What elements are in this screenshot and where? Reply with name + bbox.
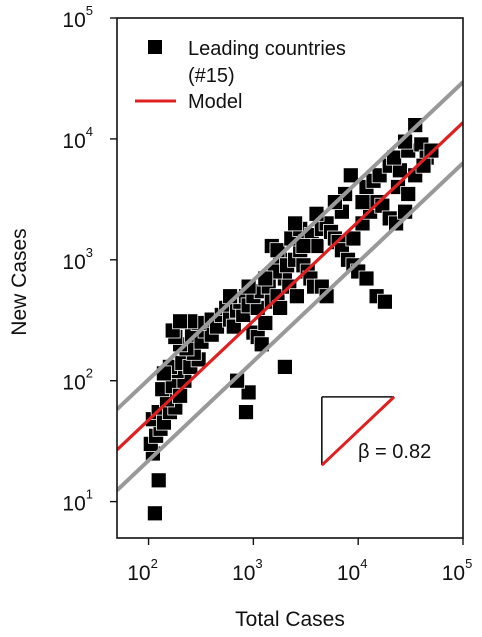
slope-annotation [320, 395, 396, 467]
y-axis-title: New Cases [8, 228, 31, 335]
scatter-point [376, 293, 393, 310]
scatter-point [400, 186, 417, 202]
scatter-point [342, 167, 359, 184]
x-tick-label: 105 [442, 556, 473, 585]
scatter-point [358, 270, 375, 287]
scatter-point [172, 313, 189, 330]
scatter-point [345, 230, 362, 247]
scatter-point [276, 358, 293, 375]
scatter-point [257, 315, 274, 331]
slope-triangle-hypotenuse [320, 395, 396, 467]
y-tick-label: 102 [62, 366, 93, 395]
lower-band-line [117, 161, 463, 492]
legend-label-countries: Leading countries [188, 38, 346, 60]
scatter-point [238, 404, 254, 421]
chart-plot-layer [117, 80, 463, 522]
scatter-point [229, 372, 246, 389]
y-tick-label: 101 [62, 487, 93, 516]
y-axis: 101 102 103 104 105 [62, 3, 117, 516]
scatter-point [272, 299, 289, 316]
x-tick-label: 103 [232, 556, 263, 585]
scatter-point [288, 288, 305, 305]
x-axis: 102 103 104 105 [127, 538, 472, 585]
scatter-point [146, 505, 163, 522]
y-tick-label: 104 [62, 124, 93, 153]
scatter-point [318, 288, 335, 305]
plot-area-frame [116, 17, 464, 539]
legend-label-countries-count: (#15) [188, 65, 235, 87]
y-tick-label: 105 [62, 3, 93, 32]
upper-band-line [117, 80, 463, 411]
x-tick-label: 104 [337, 556, 368, 585]
model-line [117, 121, 463, 452]
legend-label-model: Model [188, 91, 242, 113]
scatter-point [150, 472, 167, 489]
slope-annotation-label: β = 0.82 [358, 441, 431, 463]
x-tick-label: 102 [127, 556, 158, 585]
scatter-point [295, 238, 312, 254]
x-axis-title: Total Cases [235, 608, 345, 631]
scatter-point [388, 215, 405, 232]
legend: Leading countries (#15) Model [135, 38, 346, 113]
scatter-point [240, 384, 257, 401]
scatter-point [354, 194, 371, 211]
legend-marker-square [148, 40, 162, 54]
scatter-point [287, 215, 304, 232]
y-tick-label: 103 [62, 245, 93, 274]
scatter-point [225, 318, 242, 335]
